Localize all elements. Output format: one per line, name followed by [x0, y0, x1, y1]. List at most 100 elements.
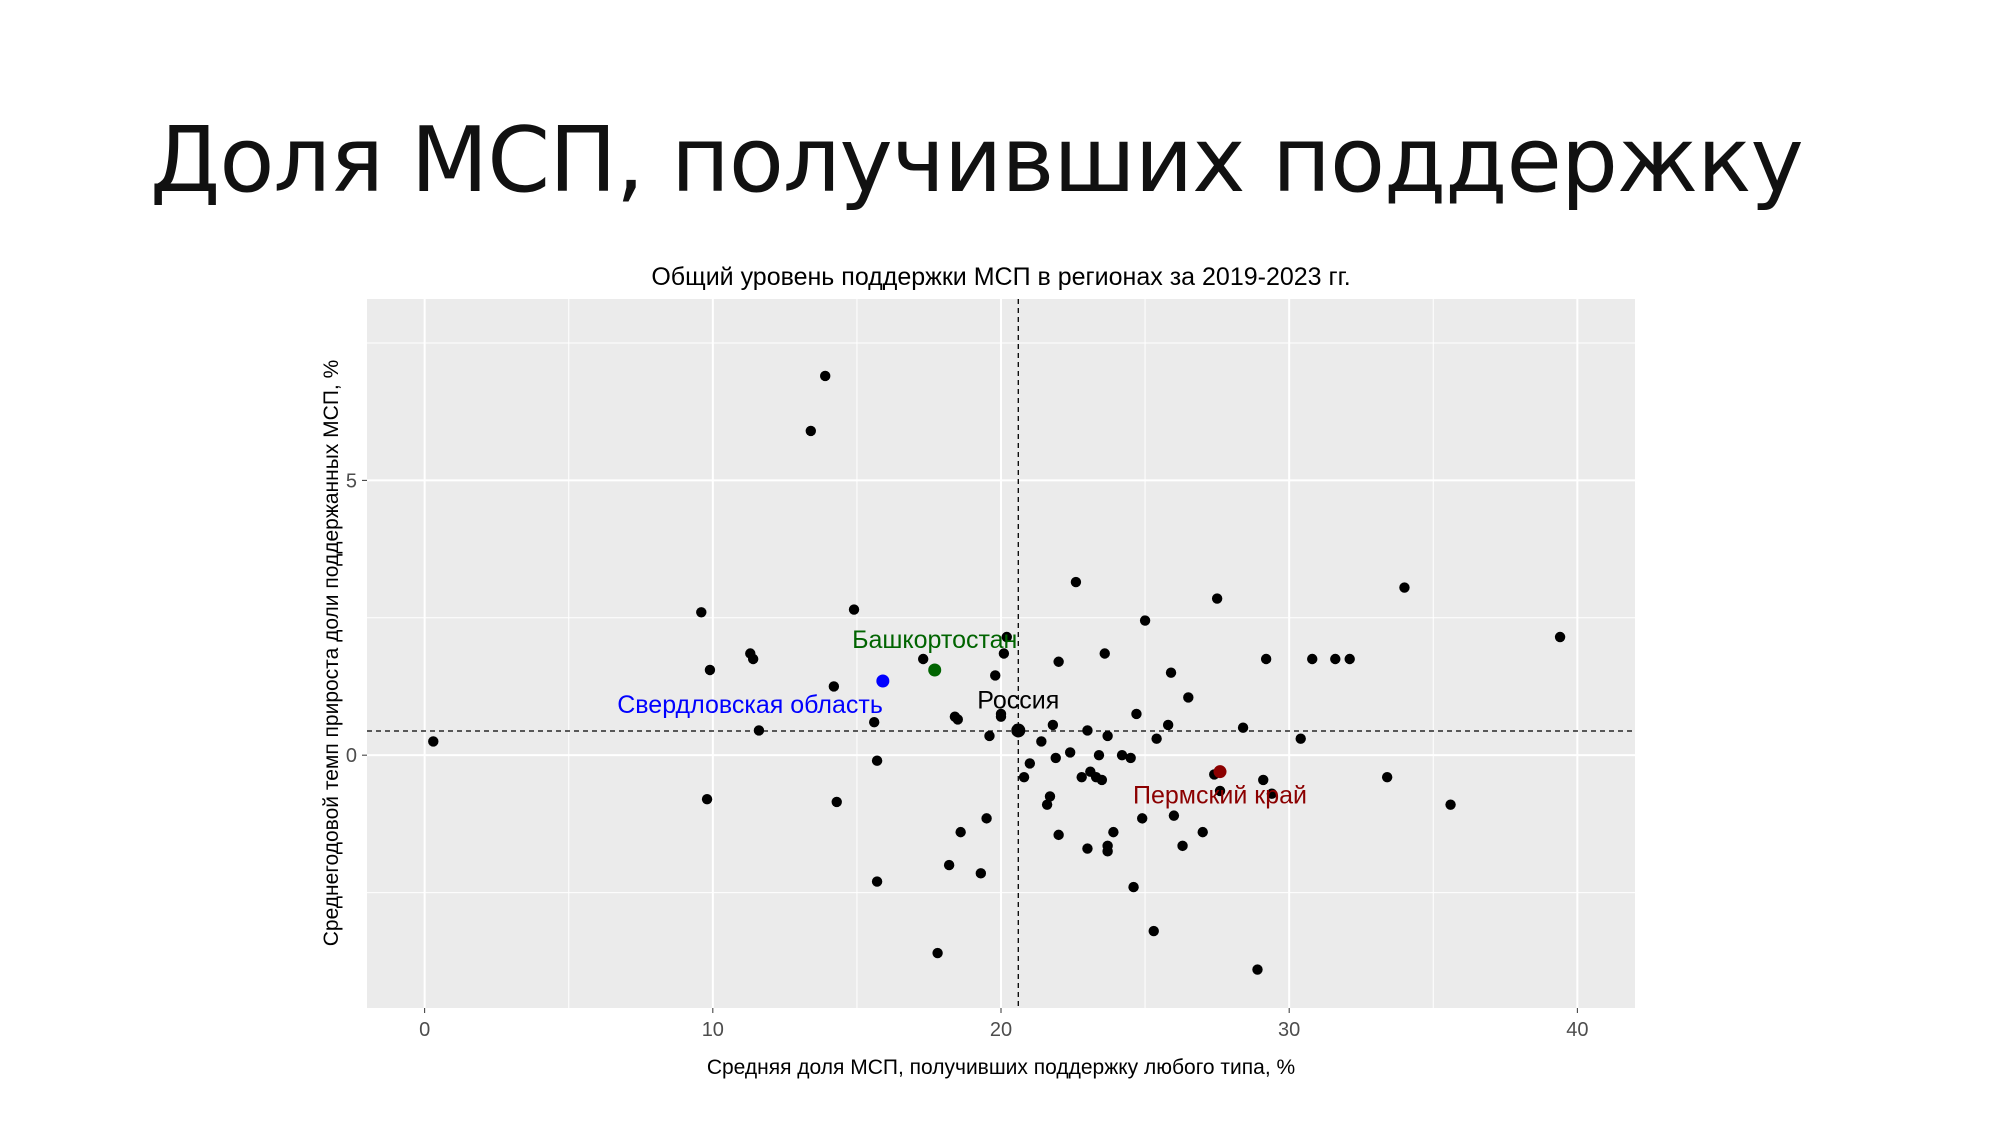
data-point — [1445, 799, 1456, 810]
data-point — [1018, 771, 1030, 783]
data-point — [1554, 631, 1566, 643]
data-point — [828, 681, 840, 692]
highlight-label: Свердловская область — [617, 691, 883, 719]
data-point — [984, 730, 995, 742]
data-point — [1102, 730, 1113, 742]
data-point — [1137, 813, 1148, 824]
data-point — [696, 607, 707, 618]
data-point — [1197, 826, 1208, 838]
data-point — [955, 826, 966, 838]
data-point — [871, 755, 883, 766]
data-point — [1070, 576, 1082, 588]
data-point — [917, 653, 929, 665]
data-point — [1053, 829, 1064, 841]
slide-title: Доля МСП, получивших поддержку — [150, 108, 1804, 213]
y-axis-ticks: 05 — [346, 470, 367, 767]
highlight-label: Башкортостан — [852, 626, 1017, 654]
data-point — [1082, 725, 1093, 736]
y-axis-title: Среднегодовой темп прироста доли поддерж… — [320, 360, 343, 947]
data-point — [1036, 736, 1047, 747]
x-axis-ticks: 0 10 20 30 40 — [419, 1008, 1588, 1041]
data-point — [1168, 810, 1180, 821]
chart-title: Общий уровень поддержки МСП в регионах з… — [651, 263, 1350, 291]
data-point — [1064, 747, 1076, 758]
data-point — [1260, 653, 1272, 665]
data-point — [1252, 964, 1263, 975]
highlight-label: Пермский край — [1133, 782, 1307, 810]
data-point — [1102, 846, 1113, 857]
data-point — [952, 714, 963, 725]
data-point — [1344, 653, 1355, 665]
x-tick-label: 10 — [702, 1019, 724, 1041]
data-point — [1076, 771, 1087, 783]
data-point — [1082, 843, 1093, 854]
data-point — [1108, 826, 1119, 838]
data-point — [1165, 667, 1177, 678]
highlighted-point — [1011, 723, 1026, 738]
data-point — [747, 653, 759, 665]
highlighted-point — [928, 663, 942, 677]
x-tick-label: 30 — [1278, 1019, 1300, 1041]
data-point — [1330, 653, 1341, 665]
y-tick-label: 0 — [346, 745, 357, 767]
data-point — [1211, 593, 1223, 604]
data-point — [1047, 719, 1059, 731]
data-point — [1307, 653, 1318, 665]
data-point — [820, 370, 831, 382]
grid — [367, 299, 1635, 1008]
data-point — [1128, 881, 1139, 893]
data-point — [990, 670, 1001, 681]
data-point — [753, 725, 765, 736]
data-point — [871, 876, 883, 887]
data-point — [1399, 582, 1410, 593]
data-point — [1001, 631, 1012, 643]
data-point — [805, 425, 816, 437]
data-point — [1177, 840, 1188, 852]
data-point — [1116, 749, 1128, 761]
data-points — [428, 370, 1566, 975]
data-point — [1258, 774, 1269, 786]
data-point — [831, 796, 842, 808]
data-point — [1183, 692, 1194, 703]
data-point — [701, 793, 713, 805]
x-tick-label: 40 — [1566, 1019, 1588, 1041]
data-point — [998, 648, 1010, 659]
data-point — [704, 664, 716, 676]
data-point — [1131, 708, 1142, 720]
y-tick-label: 5 — [346, 470, 357, 492]
data-point — [1024, 758, 1036, 769]
data-point — [995, 711, 1007, 722]
data-point — [848, 604, 860, 615]
data-point — [1214, 785, 1226, 797]
data-point — [1044, 791, 1056, 802]
data-point — [1096, 774, 1108, 786]
data-point — [869, 717, 880, 728]
data-point — [943, 859, 955, 871]
data-point — [1237, 722, 1249, 733]
data-point — [1050, 752, 1061, 764]
data-point — [975, 868, 987, 879]
data-point — [1099, 648, 1110, 659]
data-point — [1381, 771, 1393, 783]
data-point — [1053, 656, 1064, 667]
data-point — [1295, 733, 1306, 744]
data-point — [1162, 719, 1174, 731]
data-point — [428, 736, 439, 747]
x-tick-label: 0 — [419, 1019, 430, 1041]
highlight-label: Россия — [977, 686, 1059, 714]
highlighted-point — [876, 674, 890, 688]
data-point — [932, 947, 943, 959]
x-tick-label: 20 — [990, 1019, 1012, 1041]
data-point — [1125, 752, 1136, 764]
reference-lines — [367, 299, 1635, 1008]
data-point — [1139, 615, 1151, 626]
highlighted-point — [1213, 765, 1227, 779]
data-point — [1151, 733, 1162, 744]
data-point — [1148, 925, 1159, 937]
data-point — [981, 813, 992, 824]
data-point — [1041, 799, 1053, 810]
x-axis-title: Средняя доля МСП, получивших поддержку л… — [707, 1056, 1295, 1079]
data-point — [1093, 749, 1105, 761]
highlighted-points: Россия Башкортостан Свердловская область Пе… — [617, 626, 1307, 810]
